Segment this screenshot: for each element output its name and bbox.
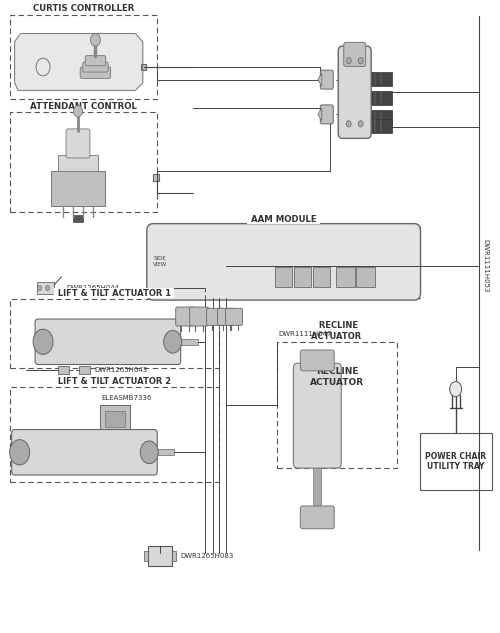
Bar <box>144 551 148 561</box>
Circle shape <box>358 58 363 64</box>
Bar <box>148 546 172 566</box>
Polygon shape <box>14 34 143 91</box>
Circle shape <box>36 58 50 76</box>
Bar <box>196 268 208 287</box>
FancyBboxPatch shape <box>320 70 334 89</box>
Bar <box>36 282 54 294</box>
Circle shape <box>450 382 462 397</box>
Polygon shape <box>318 108 322 121</box>
Circle shape <box>38 285 42 291</box>
Text: DWR1265H083: DWR1265H083 <box>180 553 234 559</box>
Bar <box>10 113 157 212</box>
Text: DWR1111H047: DWR1111H047 <box>278 330 332 337</box>
Text: DWR1265H044: DWR1265H044 <box>66 285 120 291</box>
Text: AAM MODULE: AAM MODULE <box>248 215 320 223</box>
Bar <box>106 411 126 427</box>
Bar <box>50 172 106 206</box>
FancyBboxPatch shape <box>176 307 195 326</box>
Bar <box>314 463 322 510</box>
Bar <box>420 434 492 490</box>
Bar <box>10 15 157 99</box>
FancyBboxPatch shape <box>190 307 208 326</box>
FancyBboxPatch shape <box>300 506 334 529</box>
Text: DWR1111H053: DWR1111H053 <box>482 239 488 292</box>
FancyBboxPatch shape <box>66 129 90 158</box>
Bar <box>154 449 174 456</box>
FancyBboxPatch shape <box>338 46 371 139</box>
Text: DWR1265H043: DWR1265H043 <box>94 367 148 373</box>
Bar <box>367 91 392 105</box>
Bar <box>252 268 265 287</box>
Bar <box>73 215 83 222</box>
Bar <box>234 268 246 287</box>
Bar <box>100 405 130 434</box>
Circle shape <box>358 121 363 127</box>
FancyBboxPatch shape <box>356 267 375 287</box>
Text: RECLINE
ACTUATOR: RECLINE ACTUATOR <box>310 367 364 387</box>
Bar <box>58 156 98 172</box>
Circle shape <box>10 440 29 465</box>
FancyBboxPatch shape <box>276 267 292 287</box>
FancyBboxPatch shape <box>314 267 330 287</box>
Text: LIFT & TILT ACTUATOR 1: LIFT & TILT ACTUATOR 1 <box>55 289 174 298</box>
Circle shape <box>346 58 351 64</box>
Text: SIDE
VIEW: SIDE VIEW <box>153 256 168 267</box>
Bar <box>367 72 392 86</box>
FancyBboxPatch shape <box>206 308 224 325</box>
Circle shape <box>74 106 82 117</box>
Text: ATTENDANT CONTROL: ATTENDANT CONTROL <box>27 102 140 111</box>
Circle shape <box>90 34 101 46</box>
FancyBboxPatch shape <box>35 319 180 365</box>
FancyBboxPatch shape <box>300 350 334 371</box>
Bar <box>10 387 219 482</box>
Text: ELEASMB7336: ELEASMB7336 <box>102 394 152 401</box>
Bar <box>367 120 392 134</box>
Circle shape <box>164 330 182 353</box>
FancyBboxPatch shape <box>147 223 420 300</box>
Text: POWER CHAIR
UTILITY TRAY: POWER CHAIR UTILITY TRAY <box>425 452 486 472</box>
FancyBboxPatch shape <box>12 430 158 475</box>
Text: CURTIS CONTROLLER: CURTIS CONTROLLER <box>30 4 137 13</box>
FancyBboxPatch shape <box>218 308 234 325</box>
Circle shape <box>33 329 53 354</box>
Bar <box>10 299 219 368</box>
Bar <box>142 64 146 70</box>
Bar <box>172 551 175 561</box>
Bar <box>108 325 158 358</box>
Bar <box>176 268 189 287</box>
Polygon shape <box>318 73 322 86</box>
Bar <box>84 436 134 468</box>
Text: LIFT & TILT ACTUATOR 2: LIFT & TILT ACTUATOR 2 <box>55 377 174 386</box>
Circle shape <box>140 441 158 463</box>
FancyBboxPatch shape <box>85 56 105 66</box>
FancyBboxPatch shape <box>320 105 334 124</box>
FancyBboxPatch shape <box>344 42 365 66</box>
Circle shape <box>46 285 50 291</box>
Bar <box>214 268 227 287</box>
Bar <box>153 174 159 180</box>
Bar <box>148 225 419 298</box>
Bar <box>58 367 69 374</box>
FancyBboxPatch shape <box>294 267 312 287</box>
Bar <box>278 342 397 468</box>
Text: RECLINE
ACTUATOR: RECLINE ACTUATOR <box>310 321 364 341</box>
Bar <box>80 367 90 374</box>
FancyBboxPatch shape <box>80 67 110 78</box>
FancyBboxPatch shape <box>226 308 242 325</box>
FancyBboxPatch shape <box>82 62 108 72</box>
FancyBboxPatch shape <box>336 267 355 287</box>
Bar <box>367 110 392 124</box>
Circle shape <box>346 121 351 127</box>
FancyBboxPatch shape <box>294 363 341 468</box>
Bar <box>178 339 198 345</box>
